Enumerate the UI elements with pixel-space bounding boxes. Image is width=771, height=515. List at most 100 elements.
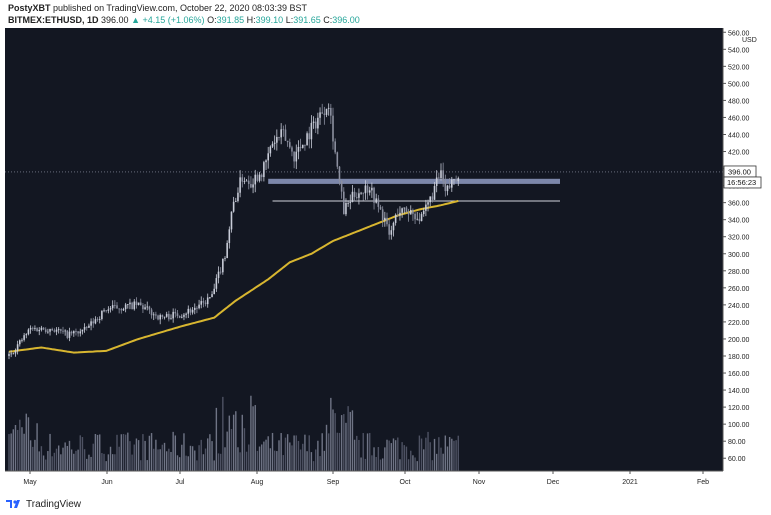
volume-bar [198,445,200,471]
candle-body [68,331,71,338]
volume-bar [369,432,371,471]
volume-bar [66,445,69,471]
high-value: 399.10 [255,15,284,25]
price-axis[interactable]: 560.00 540.00 520.00 500.00 480.00 460.00 440.… [722,28,766,494]
volume-bar [241,414,243,471]
volume-bar [358,439,360,471]
volume-bar [14,424,17,471]
time-tick-label: 2021 [622,479,638,486]
price-tick-label: 180.00 [728,354,750,361]
candle-body [44,329,47,332]
time-tick-label: Jun [101,479,112,486]
candle-body [323,113,326,115]
symbol-label[interactable]: BITMEX:ETHUSD, 1D [8,15,99,25]
volume-bar [312,461,315,471]
volume-bar [386,439,388,471]
candle-body [394,214,397,223]
candle-body [416,218,419,220]
candle-body [109,308,112,310]
candle-body [107,309,110,311]
volume-bar [200,439,202,471]
author-name[interactable]: PostyXBT [8,3,51,13]
volume-bar [284,437,287,471]
volume-bar [390,443,393,471]
volume-bar [256,450,259,471]
candle-body [440,170,442,178]
candle-body [239,177,241,193]
candle-body [94,319,97,324]
brand-name[interactable]: TradingView [26,498,82,510]
published-text: published on TradingView.com, October 22… [53,3,308,13]
candle-body [256,174,259,181]
candle-body [338,166,341,181]
volume-bar [245,451,248,471]
candle-body [144,307,146,310]
volume-bar [19,419,21,471]
tradingview-logo-icon[interactable] [6,498,22,510]
candle-body [293,151,295,162]
volume-bar [135,438,138,471]
volume-bar [340,415,343,471]
candle-body [334,141,336,153]
volume-bar [174,435,177,471]
plot-area[interactable] [5,28,723,471]
volume-bar [109,446,112,471]
volume-bar [120,434,123,471]
price-chart[interactable]: 560.00 540.00 520.00 500.00 480.00 460.00 440.… [5,28,766,494]
price-tick-label: 200.00 [728,337,750,344]
candle-body [278,136,280,138]
candle-body [433,185,436,200]
price-tick-label: 240.00 [728,303,750,310]
volume-bar [356,435,358,471]
candle-body [206,297,209,305]
volume-bar [142,434,144,471]
candle-body [299,146,302,148]
volume-bar [371,455,373,471]
price-tick-label: 440.00 [728,132,750,139]
candle-body [301,144,304,148]
volume-bar [345,422,347,471]
candle-body [62,330,64,332]
volume-bar [40,446,43,471]
candle-body [187,308,190,314]
volume-bar [83,449,86,471]
volume-bar [414,457,416,471]
candle-body [215,278,218,289]
volume-bar [153,448,155,471]
candle-body [152,314,155,316]
volume-bar [133,444,135,471]
candle-body [105,310,107,312]
volume-bar [10,433,12,471]
candle-body [209,297,211,298]
candle-body [146,306,149,308]
candle-body [36,328,38,332]
low-label: L: [285,15,294,25]
last-price-label: 396.00 [728,167,751,176]
candle-body [282,129,285,131]
candle-body [360,192,362,194]
candle-body [260,174,263,178]
candle-body [247,180,250,184]
candle-body [226,242,228,259]
volume-bar [271,432,274,471]
volume-bar [405,446,408,471]
candle-body [172,311,174,319]
candle-body [12,353,15,355]
volume-bar [226,431,228,471]
candle-body [29,327,32,330]
volume-bar [267,436,269,471]
volume-bar [397,437,399,471]
volume-bar [178,457,181,471]
volume-bar [325,424,328,471]
volume-bar [222,396,224,471]
volume-bar [49,433,51,471]
volume-bar [99,434,101,471]
low-value: 391.65 [293,15,321,25]
candle-body [161,315,164,317]
time-axis[interactable]: May Jun Jul Aug Sep Oct Nov Dec 2021 Feb [5,470,723,494]
price-axis-background [723,28,766,494]
candle-body [321,112,323,114]
volume-bar [170,451,172,471]
candle-body [455,179,457,182]
time-tick-label: Sep [327,479,340,486]
